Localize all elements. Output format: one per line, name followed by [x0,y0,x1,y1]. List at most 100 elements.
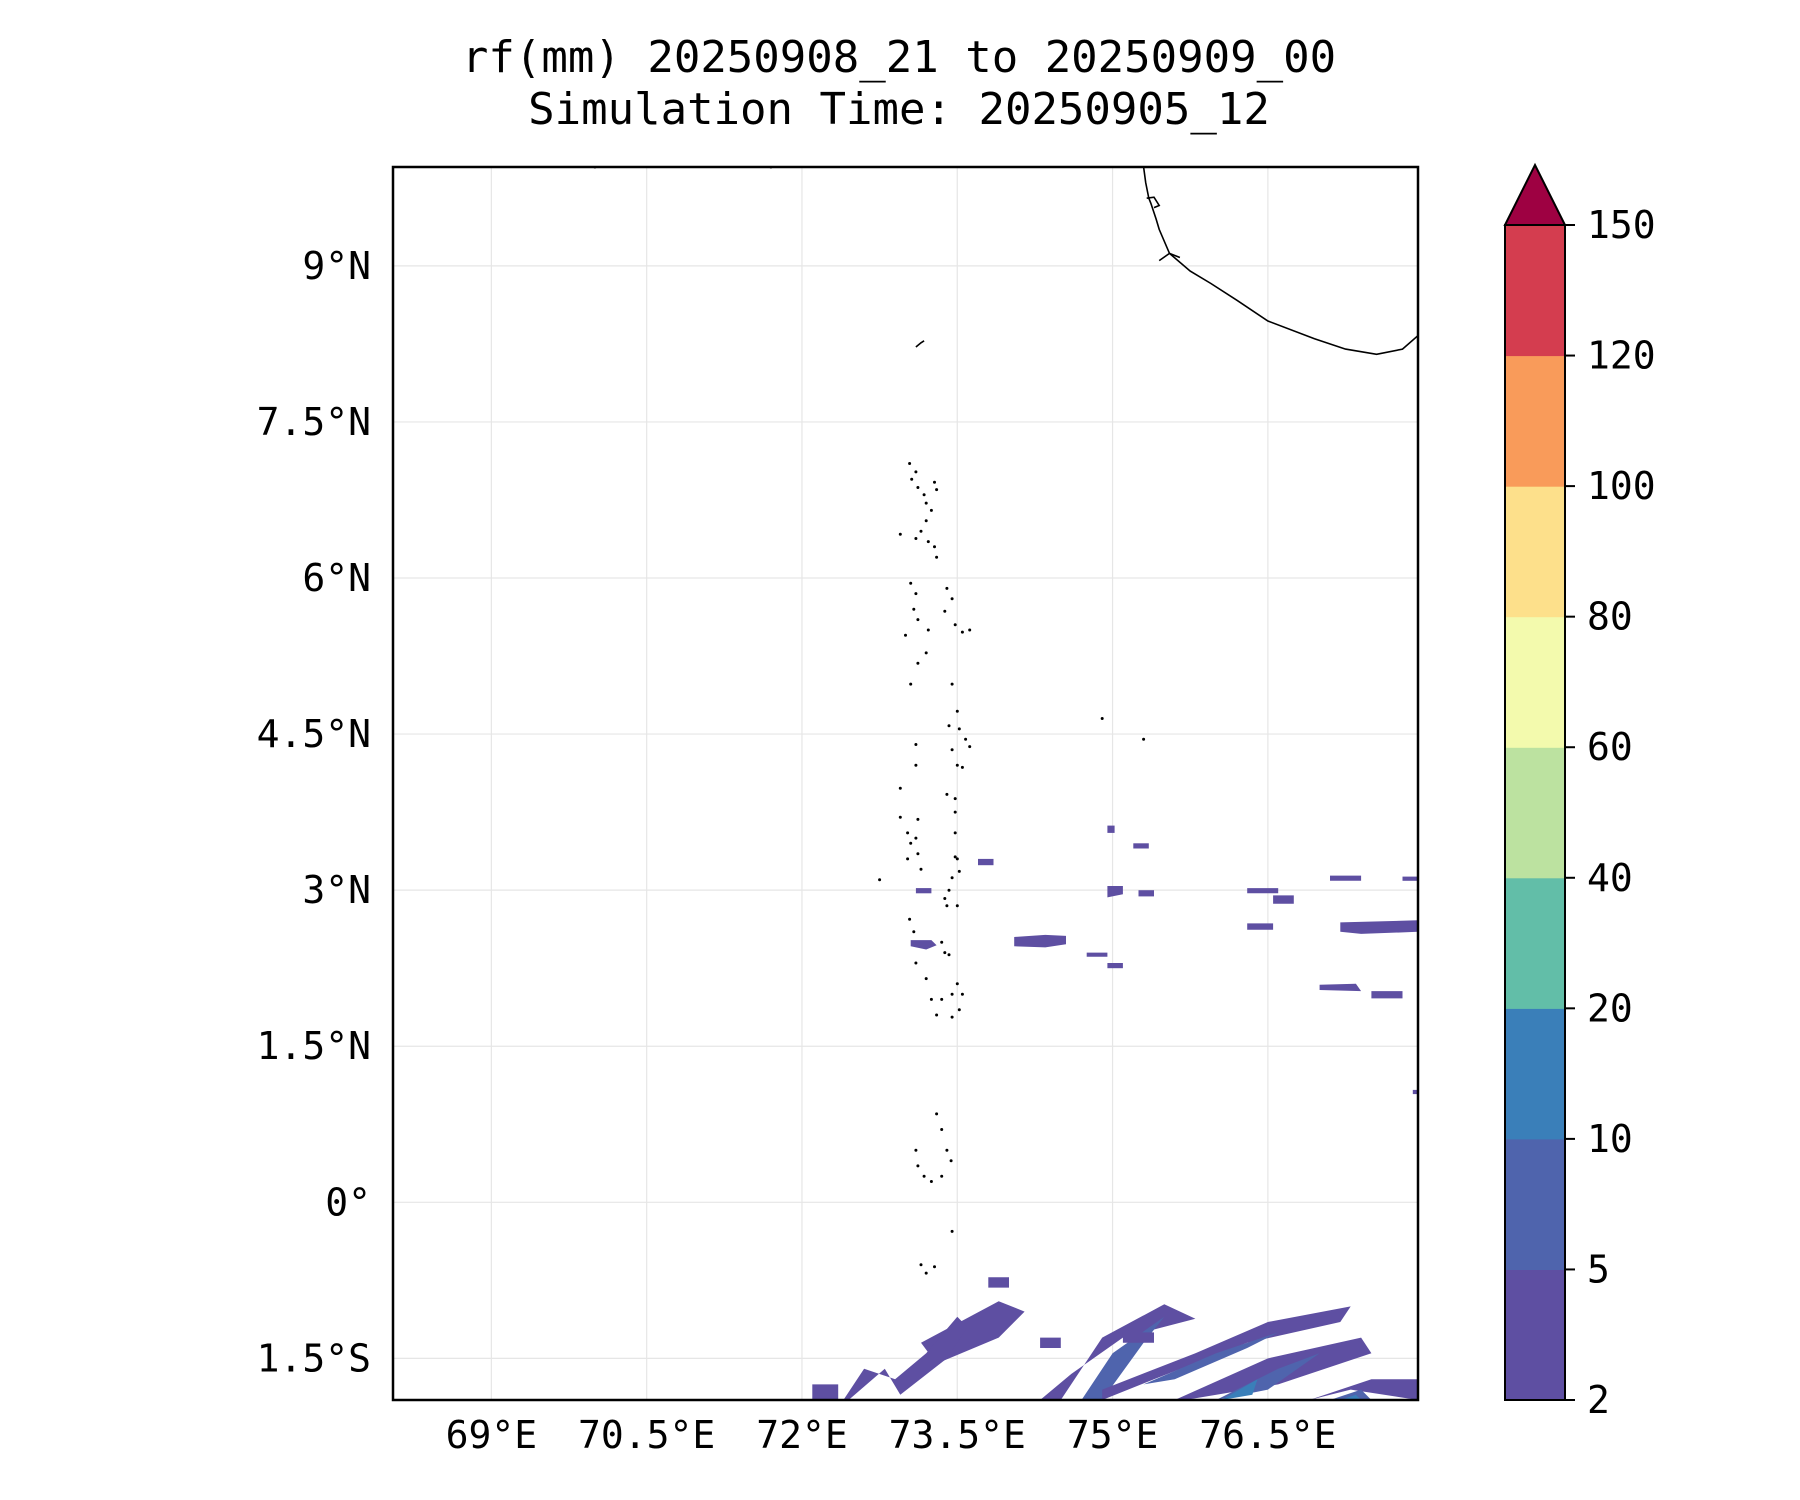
island-outline [898,815,902,819]
island-outline [945,1148,949,1152]
rain-contour [1040,1337,1061,1348]
rain-contour [1221,1379,1258,1400]
island-outline [908,917,912,921]
colorbar-tick-label: 5 [1587,1247,1610,1291]
x-tick-label: 76.5°E [1199,1413,1336,1457]
chart-subtitle: Simulation Time: 20250905_12 [528,84,1270,135]
island-outline [953,810,957,814]
rain-contour [812,1384,839,1400]
island-outline [957,1008,961,1012]
colorbar-segment [1505,1008,1565,1140]
island-outline [968,628,972,632]
rain-contour [1122,1332,1154,1343]
island-outline [908,462,912,465]
island-outline [947,953,951,957]
colorbar-tick-label: 80 [1587,595,1633,639]
island-outline [933,1265,936,1269]
rain-contour [1273,895,1294,904]
rain-contour [1247,923,1274,930]
rain-contour [1107,886,1123,898]
colorbar-tick-label: 20 [1587,986,1633,1030]
island-outline [906,831,910,835]
island-outline [933,545,936,549]
colorbar-tick-label: 2 [1587,1378,1610,1422]
island-outline [945,792,949,796]
island-outline [924,501,928,505]
island-outline [955,904,959,908]
island-outline [929,997,933,1001]
island-outline [924,519,928,523]
rain-contour [1330,1389,1372,1400]
island-outline [947,888,951,892]
rain-contour [843,1316,968,1400]
island-outline [916,661,920,665]
rainfall-contours [812,825,1418,1400]
island-outline [914,1148,918,1152]
island-outline [940,997,944,1001]
x-tick-label: 72°E [756,1413,848,1457]
island-outline [914,537,918,540]
island-outline [949,1159,953,1163]
island-outline [919,1263,923,1267]
rain-contour [988,1277,1009,1288]
y-axis-tick-labels: 9°N 7.5°N 6°N 4.5°N 3°N 1.5°N 0° 1.5°S [257,244,371,1381]
map-area [391,165,1420,1402]
rain-contour [1107,825,1115,833]
island-outline [916,486,920,489]
island-outline [914,743,918,746]
colorbar-tick-label: 40 [1587,856,1633,900]
island-outline [904,633,907,637]
rain-contour [1319,983,1362,992]
island-outline [955,709,959,713]
island-outline [968,745,972,749]
y-tick-label: 4.5°N [257,712,371,756]
rain-contour [1330,875,1362,881]
colorbar-segment [1505,1269,1565,1401]
island-outline [950,1229,954,1233]
island-outline [943,609,947,613]
rain-contour [1040,1304,1196,1400]
island-outline [878,878,882,882]
island-outline [914,763,918,767]
island-outline [957,727,961,731]
island-outline [935,1112,939,1116]
coastline [1146,196,1161,209]
rain-contour [1309,1379,1418,1400]
island-outline [955,857,959,861]
x-tick-label: 70.5°E [578,1413,715,1457]
island-outline [947,724,951,728]
island-outline [943,897,947,900]
rain-contour [1138,890,1154,897]
island-outline [950,748,954,752]
coastline [1142,167,1418,356]
colorbar-tick-label: 10 [1587,1117,1633,1161]
gridlines [393,167,1418,1400]
island-outline [1100,717,1104,720]
island-outline [945,586,949,590]
colorbar-tick-label: 150 [1587,203,1656,247]
island-outline [935,488,939,492]
island-outline [960,765,964,769]
y-tick-label: 7.5°N [257,400,371,444]
island-outline [935,1013,939,1017]
island-outline [955,763,959,767]
island-outline [950,597,954,601]
island-outline [919,867,923,871]
island-outline [1142,737,1146,741]
island-outline [922,1174,926,1178]
island-outline [909,581,913,585]
y-tick-label: 1.5°N [257,1024,371,1068]
rain-contour [1371,991,1403,999]
x-axis-tick-labels: 69°E 70.5°E 72°E 73.5°E 75°E 76.5°E [446,1413,1337,1457]
island-outline [945,904,949,908]
island-outline [953,831,957,835]
island-outline [922,493,926,497]
colorbar-segment [1505,486,1565,618]
y-tick-label: 6°N [302,556,371,600]
colorbar-frame [1504,224,1566,1401]
island-outline [916,852,920,856]
island-outline [914,470,918,474]
island-outline [924,1271,928,1275]
island-outline [924,977,928,981]
